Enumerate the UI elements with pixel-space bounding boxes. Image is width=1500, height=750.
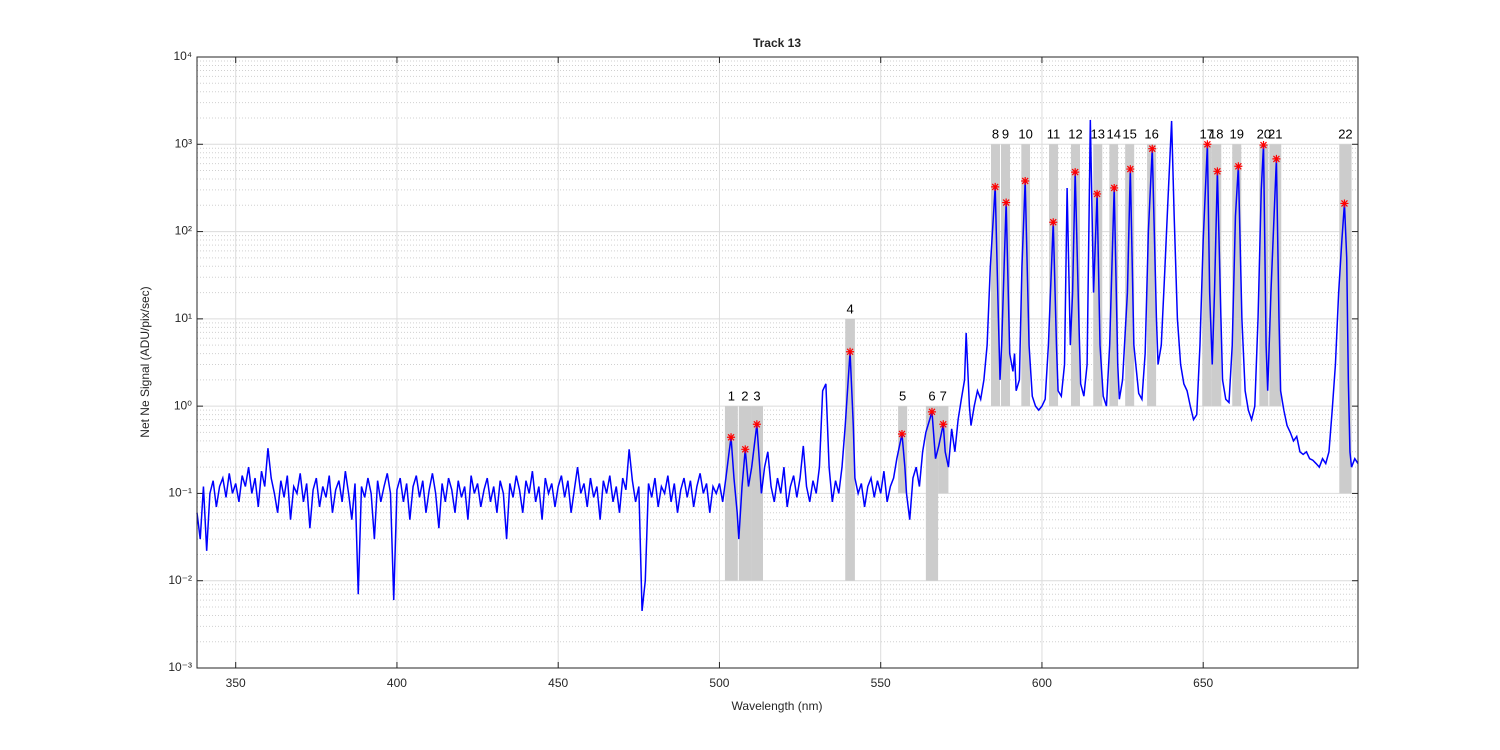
peak-window [1049, 144, 1059, 407]
peak-window [1000, 144, 1011, 407]
peak-marker [1126, 165, 1135, 174]
peak-label: 20 [1257, 127, 1271, 142]
peak-marker [1234, 162, 1243, 171]
y-axis-label: Net Ne Signal (ADU/pix/sec) [138, 286, 152, 437]
peak-marker [1259, 141, 1268, 150]
peak-label: 16 [1144, 127, 1158, 142]
x-axis-label: Wavelength (nm) [732, 699, 823, 713]
spectrum-line [196, 119, 1359, 612]
peak-label: 7 [940, 389, 947, 404]
peak-marker [1148, 144, 1157, 153]
peak-marker [897, 429, 906, 438]
y-tick-label: 10⁻¹ [168, 486, 192, 500]
peak-label: 5 [899, 389, 906, 404]
peak-window [1259, 144, 1269, 407]
y-tick-label: 10³ [175, 136, 192, 150]
y-tick-label: 10⁰ [174, 398, 192, 412]
peak-marker [1093, 189, 1102, 198]
peak-marker [939, 420, 948, 429]
peak-label: 14 [1106, 127, 1120, 142]
peak-window [1021, 144, 1031, 407]
chart-title: Track 13 [753, 36, 801, 50]
peak-window [738, 406, 752, 581]
peak-marker [1110, 183, 1119, 192]
peak-window [1269, 144, 1282, 407]
peak-marker [1002, 198, 1011, 207]
peak-marker [727, 433, 736, 442]
x-tick-label: 450 [548, 676, 568, 690]
peak-label: 8 [992, 127, 999, 142]
x-tick-label: 400 [387, 676, 407, 690]
peak-marker [927, 407, 936, 416]
x-tick-label: 500 [709, 676, 729, 690]
peak-marker [1203, 140, 1212, 149]
peak-window [1211, 144, 1222, 407]
peak-window [938, 406, 949, 494]
peak-label: 22 [1338, 127, 1352, 142]
peak-window [1125, 144, 1135, 407]
peak-label: 18 [1209, 127, 1223, 142]
peak-label: 6 [928, 389, 935, 404]
peak-marker [991, 182, 1000, 191]
peak-window [1147, 144, 1157, 407]
x-tick-label: 550 [871, 676, 891, 690]
peak-label: 15 [1122, 127, 1136, 142]
peak-window [751, 406, 763, 581]
peak-marker [741, 445, 750, 454]
peak-window [925, 406, 939, 581]
peak-label: 19 [1230, 127, 1244, 142]
peak-marker [1071, 168, 1080, 177]
x-tick-label: 350 [226, 676, 246, 690]
peak-label: 9 [1002, 127, 1009, 142]
peak-window [990, 144, 1001, 407]
peak-marker [1049, 218, 1058, 227]
peak-marker [1021, 176, 1030, 185]
peak-label: 12 [1068, 127, 1082, 142]
peak-label: 21 [1268, 127, 1282, 142]
peak-label: 3 [753, 389, 760, 404]
peak-label: 13 [1091, 127, 1105, 142]
y-tick-label: 10² [175, 224, 192, 238]
peak-window [1232, 144, 1242, 407]
peak-label: 10 [1018, 127, 1032, 142]
peak-window [1093, 144, 1103, 407]
peak-marker [1213, 167, 1222, 176]
peak-marker [752, 420, 761, 429]
y-tick-label: 10⁻³ [168, 660, 192, 674]
peak-window [1202, 144, 1212, 407]
x-tick-label: 600 [1032, 676, 1052, 690]
peak-label: 1 [728, 389, 735, 404]
peak-label: 4 [846, 301, 853, 316]
peak-marker [1272, 154, 1281, 163]
peak-window [845, 318, 855, 581]
peak-label: 17 [1200, 127, 1214, 142]
peak-label: 2 [741, 389, 748, 404]
peak-marker [1340, 199, 1349, 208]
peak-marker [846, 347, 855, 356]
peak-window [1070, 144, 1081, 407]
peak-label: 11 [1047, 127, 1061, 142]
y-tick-label: 10¹ [175, 311, 192, 325]
plot-frame [196, 56, 1359, 669]
peak-window [724, 406, 738, 581]
peak-window [1109, 144, 1119, 407]
y-tick-label: 10⁴ [173, 49, 192, 63]
x-tick-label: 650 [1193, 676, 1213, 690]
y-tick-label: 10⁻² [168, 573, 192, 587]
